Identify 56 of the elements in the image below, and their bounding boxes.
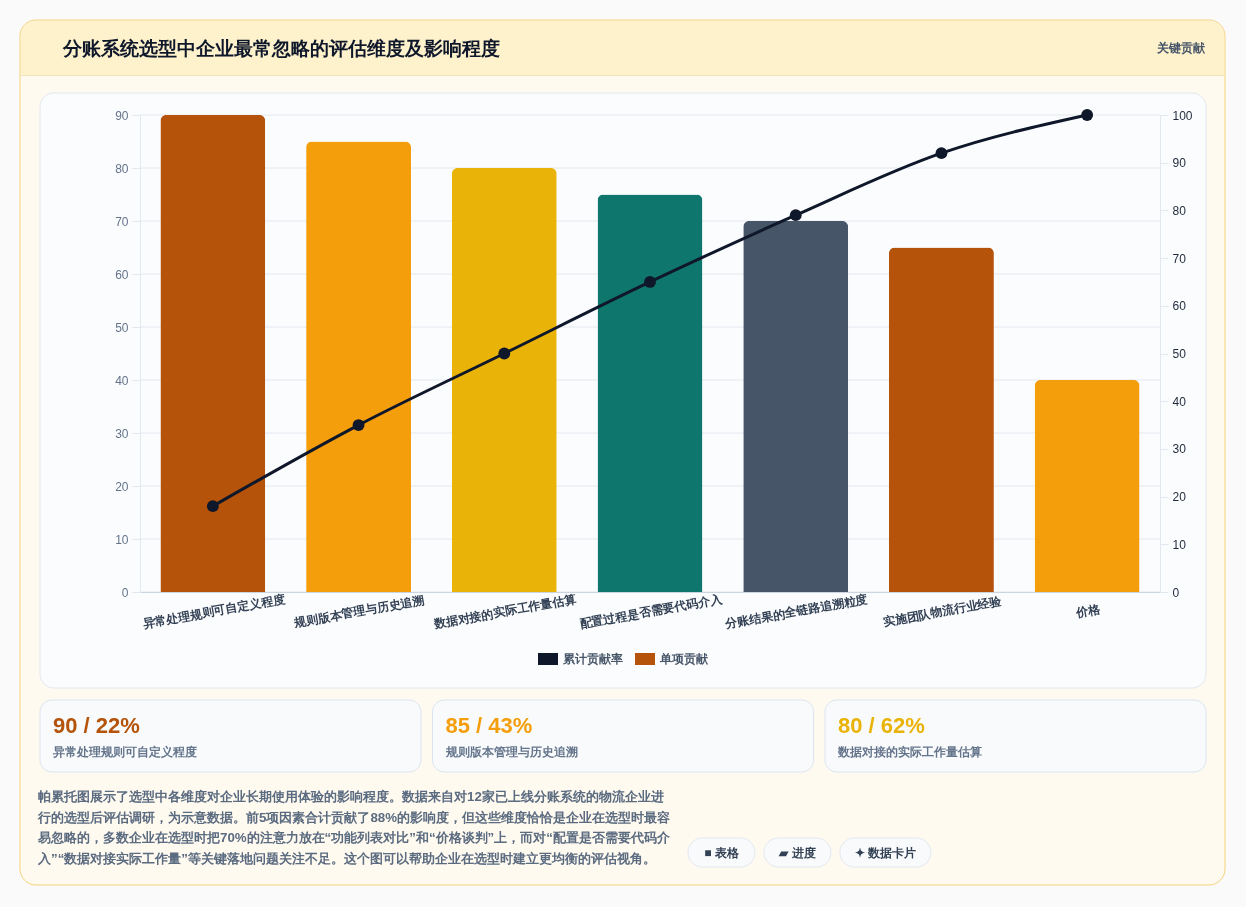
legend-label: 单项贡献 (659, 652, 709, 666)
text: 85 / 43% (445, 713, 533, 738)
text: ■ 表格 (704, 845, 740, 860)
y2-tick-label: 40 (1172, 394, 1187, 409)
point (935, 147, 948, 160)
text: 80 / 62% (838, 713, 925, 738)
y2-tick-label: 30 (1172, 442, 1187, 457)
x-tick-label: 规则版本管理与历史追溯 (292, 593, 426, 630)
bar (597, 194, 703, 592)
bar (306, 141, 412, 592)
x-tick-label: 数据对接的实际工作量估算 (432, 592, 578, 631)
point (789, 209, 802, 222)
x-tick-label: 配置过程是否需要代码介入 (578, 591, 724, 631)
y-tick-label: 70 (115, 214, 129, 229)
y2-tick-label: 70 (1172, 251, 1187, 266)
y-tick-label: 0 (121, 585, 129, 600)
x-tick-label: 异常处理规则可自定义程度 (140, 592, 286, 631)
x-tick-label: 实施团队物流行业经验 (881, 593, 1004, 629)
y-tick-label: 50 (115, 320, 129, 335)
y-tick-label: 60 (115, 267, 129, 282)
y2-tick-label: 60 (1172, 299, 1187, 314)
bar (1034, 380, 1140, 592)
point (1081, 109, 1094, 121)
legend-label: 累计贡献率 (562, 652, 623, 666)
bar (160, 115, 266, 592)
bar (888, 247, 994, 592)
text: 数据对接的实际工作量估算 (837, 745, 982, 759)
x-tick-label: 分账结果的全链路追溯粒度 (723, 592, 869, 631)
bar (451, 168, 557, 592)
y2-tick-label: 80 (1172, 203, 1187, 218)
text: ▰ 进度 (778, 845, 816, 860)
y-tick-label: 20 (115, 479, 129, 494)
text: 帕累托图展示了选型中各维度对企业长期使用体验的影响程度。数据来自对12家已上线分账系统的物流企业进行的选型后评估调研，为示意数据。前5项因素合计贡献了88%的影响度，但这些维度恰恰是企业在选型时最容易忽略的，多数企业在选型时把70%的注意力放在“功能列表对比”和“价格谈判”上，而对“配置是否需要代码介入”“数据对接实际工作量”等关键落地问题关注不足。这个图可以帮助企业在选型时建立更均衡的评估视角。 (37, 789, 671, 866)
text: ✦ 数据卡片 (854, 845, 917, 860)
y2-tick-label: 0 (1172, 585, 1180, 600)
bar (743, 221, 849, 592)
text: 规则版本管理与历史追溯 (444, 745, 578, 759)
point (352, 419, 365, 431)
y-tick-label: 10 (115, 532, 129, 547)
point (206, 500, 219, 513)
x-tick-label: 价格 (1073, 602, 1103, 621)
text: 异常处理规则可自定义程度 (52, 745, 197, 759)
y2-tick-label: 50 (1172, 347, 1187, 361)
y-tick-label: 40 (115, 373, 129, 388)
chart-title: 分账系统选型中企业最常忽略的评估维度及影响程度 (62, 38, 500, 59)
y2-tick-label: 20 (1172, 490, 1187, 505)
y2-tick-label: 100 (1172, 108, 1193, 123)
text: 关键贡献 (1156, 41, 1206, 55)
y2-tick-label: 90 (1172, 156, 1187, 171)
point (498, 347, 511, 360)
y-tick-label: 30 (115, 426, 129, 441)
y2-tick-label: 10 (1172, 537, 1187, 552)
y-tick-label: 90 (115, 108, 129, 123)
text: 90 / 22% (53, 713, 140, 738)
y-tick-label: 80 (115, 161, 129, 176)
point (644, 276, 656, 288)
